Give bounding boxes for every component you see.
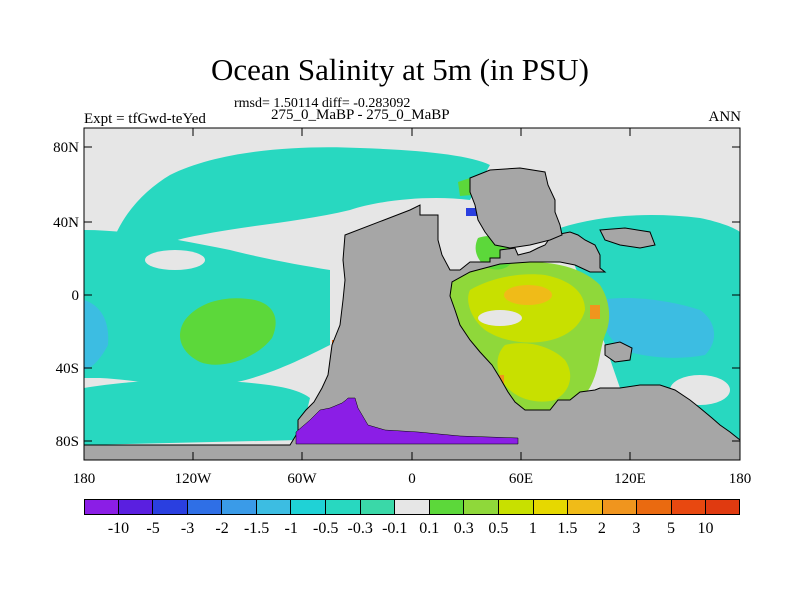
colorbar-label: -0.5 — [313, 520, 339, 537]
north-pacific-cyan-band — [110, 147, 490, 255]
colorbar-swatch — [291, 499, 327, 515]
x-tick-label: 0 — [408, 471, 416, 487]
colorbar-swatch — [256, 499, 292, 515]
colorbar-swatch — [187, 499, 223, 515]
y-axis — [84, 146, 740, 442]
y-tick-label: 40S — [56, 361, 79, 377]
colorbar — [84, 499, 740, 515]
colorbar-label: 1 — [528, 520, 537, 537]
colorbar-swatch — [602, 499, 638, 515]
x-tick-label: 120W — [175, 471, 213, 487]
colorbar-label: 2 — [597, 520, 606, 537]
colorbar-label: 0.1 — [419, 520, 440, 537]
central-ocean-light-inlet — [478, 310, 522, 326]
colorbar-swatch — [360, 499, 396, 515]
plot-title: Ocean Salinity at 5m (in PSU) — [211, 52, 589, 87]
colorbar-label: 0.5 — [488, 520, 509, 537]
colorbar-swatch — [637, 499, 672, 515]
colorbar-label: -2 — [215, 520, 229, 537]
east-orange-spot — [590, 305, 600, 319]
colorbar-swatch — [429, 499, 465, 515]
y-tick-label: 0 — [72, 288, 80, 304]
colorbar-label: 0.3 — [453, 520, 474, 537]
colorbar-swatch — [533, 499, 569, 515]
colorbar-swatch — [326, 499, 361, 515]
arctic-green-patch — [458, 178, 472, 196]
x-tick-label: 180 — [73, 471, 96, 487]
colorbar-swatch — [568, 499, 603, 515]
colorbar-label: -0.1 — [382, 520, 408, 537]
central-continent-land — [84, 204, 740, 460]
colorbar-swatch — [706, 499, 740, 515]
east-pacific-blue-patch — [600, 298, 715, 358]
colorbar-swatch — [118, 499, 154, 515]
arctic-blue-patch — [466, 208, 478, 216]
pacific-light-pocket — [145, 250, 205, 270]
colorbar-swatch — [153, 499, 188, 515]
north-continent-land — [469, 167, 563, 249]
colorbar-label: -0.3 — [347, 520, 373, 537]
colorbar-swatch — [84, 499, 119, 515]
colorbar-label: -1 — [284, 520, 298, 537]
x-tick-label: 60W — [287, 471, 317, 487]
case-subtitle: 275_0_MaBP - 275_0_MaBP — [271, 107, 450, 123]
colorbar-swatch — [395, 499, 430, 515]
east-island-land — [599, 227, 656, 249]
subtropical-green-gyre — [180, 298, 276, 365]
y-tick-label: 80N — [53, 140, 79, 156]
southern-ocean-cyan-band — [84, 380, 310, 445]
colorbar-label: 1.5 — [557, 520, 578, 537]
y-tick-label: 80S — [56, 434, 79, 450]
colorbar-swatch — [498, 499, 534, 515]
colorbar-label: -10 — [107, 520, 130, 537]
southeast-island-land — [604, 341, 633, 363]
colorbar-label: -1.5 — [243, 520, 270, 537]
x-tick-label: 120E — [614, 471, 646, 487]
colorbar-label: -3 — [180, 520, 195, 537]
x-tick-label: 180 — [729, 471, 752, 487]
y-tick-label: 40N — [53, 215, 79, 231]
colorbar-swatch — [222, 499, 257, 515]
x-axis — [83, 128, 741, 460]
colorbar-swatch — [671, 499, 707, 515]
colorbar-swatch — [464, 499, 499, 515]
colorbar-label: -5 — [146, 520, 160, 537]
experiment-label: Expt = tfGwd-teYed — [84, 111, 206, 127]
rmsd-diff-stats: rmsd= 1.50114 diff= -0.283092 — [234, 96, 411, 111]
map-field — [84, 128, 740, 460]
season-label: ANN — [708, 109, 742, 125]
indian-margin-blue — [84, 300, 109, 370]
colorbar-label: 10 — [697, 520, 714, 537]
colorbar-label: 5 — [666, 520, 675, 537]
central-ocean-orange-core — [504, 285, 552, 305]
x-tick-label: 60E — [509, 471, 533, 487]
colorbar-label: 3 — [632, 520, 641, 537]
polar-fresh-band — [295, 397, 519, 445]
central-ocean-yellow-lower — [497, 343, 571, 402]
